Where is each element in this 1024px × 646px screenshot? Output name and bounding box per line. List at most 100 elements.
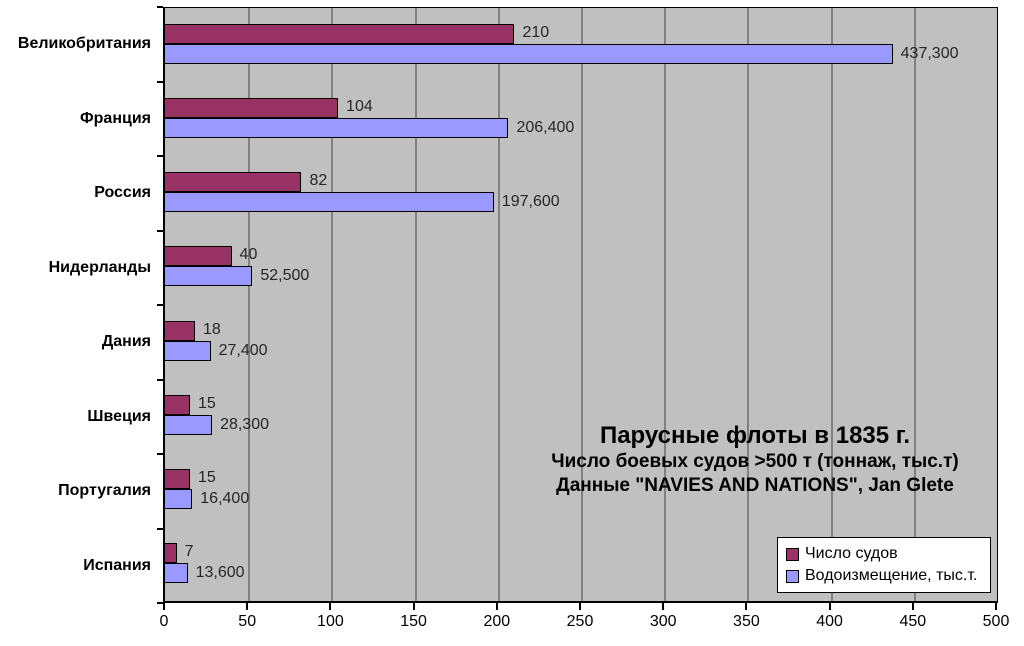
x-tick-label: 450 xyxy=(899,613,927,630)
category-label: Испания xyxy=(83,556,151,574)
data-label: 197,600 xyxy=(501,193,560,211)
x-tick-label: 0 xyxy=(159,613,169,630)
y-tick xyxy=(157,304,163,306)
x-axis-ticks xyxy=(163,603,997,610)
data-label: 82 xyxy=(309,172,328,190)
data-label: 16,400 xyxy=(200,489,250,507)
x-tick xyxy=(828,603,831,610)
y-tick xyxy=(157,229,163,232)
data-label: 27,400 xyxy=(218,341,268,359)
data-label: 52,500 xyxy=(260,267,310,285)
ships-bar xyxy=(165,320,195,341)
x-tick-label: 250 xyxy=(566,613,594,630)
displacement-bar xyxy=(165,488,193,509)
displacement-bar xyxy=(165,44,893,64)
data-label: 206,400 xyxy=(516,119,575,137)
ships-bar xyxy=(165,172,302,193)
x-tick xyxy=(579,603,581,610)
displacement-bar xyxy=(165,266,253,287)
x-tick xyxy=(911,603,914,610)
y-tick xyxy=(157,453,163,455)
gridline xyxy=(913,8,916,601)
x-tick xyxy=(329,603,332,610)
legend-label: Водоизмещение, тыс.т. xyxy=(805,567,978,584)
x-tick xyxy=(495,603,498,610)
x-axis-labels: 0 50 100 150 200 250 300 350 400 450 500 xyxy=(160,613,1010,635)
gridline xyxy=(248,8,251,601)
gridline xyxy=(830,8,833,601)
bar-group: 104 206,400 xyxy=(165,82,997,156)
gridline xyxy=(747,8,750,601)
x-tick-label: 200 xyxy=(483,613,511,630)
bar-group: 7 13,600 xyxy=(165,527,997,601)
chart-subtitle-1: Число боевых судов >500 т (тоннаж, тыс.т… xyxy=(551,451,959,472)
category-labels: Великобритания Франция Россия Нидерланды Дан… xyxy=(0,7,151,603)
bar-group: 40 52,500 xyxy=(165,230,997,304)
plot-area: 210 437,300 104 206,400 82 197,600 40 52,500 18 2… xyxy=(163,7,998,603)
y-tick xyxy=(157,602,163,604)
x-tick xyxy=(745,603,748,610)
displacement-bar xyxy=(165,562,188,583)
x-tick xyxy=(995,603,997,610)
displacement-bar xyxy=(165,118,509,139)
plot-rows: 210 437,300 104 206,400 82 197,600 40 52,500 18 2… xyxy=(165,8,997,601)
x-tick xyxy=(662,603,665,610)
chart-title: Парусные флоты в 1835 г. xyxy=(599,422,911,449)
y-axis-ticks xyxy=(157,6,163,604)
gridline xyxy=(664,8,667,601)
bar-group: 18 27,400 xyxy=(165,305,997,379)
legend-item: Число судов xyxy=(786,543,984,565)
y-tick xyxy=(157,527,163,530)
y-tick xyxy=(157,6,163,8)
data-label: 18 xyxy=(202,320,221,338)
data-label: 13,600 xyxy=(195,563,245,581)
x-tick xyxy=(163,603,165,610)
data-label: 104 xyxy=(346,98,373,116)
bar-group: 210 437,300 xyxy=(165,8,997,82)
data-label: 40 xyxy=(239,246,258,264)
ships-bar xyxy=(165,98,339,119)
x-tick xyxy=(412,603,415,610)
legend-item: Водоизмещение, тыс.т. xyxy=(786,565,984,587)
data-label: 28,300 xyxy=(220,415,270,433)
displacement-bar xyxy=(165,414,213,435)
gridline xyxy=(497,8,500,601)
ships-bar xyxy=(165,394,190,415)
category-label: Франция xyxy=(80,109,151,127)
gridline xyxy=(331,8,334,601)
legend-swatch xyxy=(786,569,799,583)
legend-swatch xyxy=(786,547,799,561)
gridline xyxy=(581,8,583,601)
gridline xyxy=(414,8,417,601)
category-label: Россия xyxy=(94,184,151,202)
y-tick xyxy=(157,378,163,381)
data-label: 15 xyxy=(197,394,216,412)
chart-title-block: Парусные флоты в 1835 г. Число боевых су… xyxy=(495,421,1015,498)
x-tick-label: 500 xyxy=(982,613,1010,630)
x-tick-label: 50 xyxy=(238,613,257,630)
data-label: 15 xyxy=(197,468,216,486)
ships-bar xyxy=(165,24,515,44)
y-tick xyxy=(157,155,163,157)
bar-group: 15 16,400 xyxy=(165,453,997,527)
legend-label: Число судов xyxy=(805,545,898,562)
x-tick-label: 100 xyxy=(317,613,344,630)
x-tick xyxy=(246,603,249,610)
x-tick-label: 350 xyxy=(733,613,760,630)
legend: Число судов Водоизмещение, тыс.т. xyxy=(777,537,991,593)
chart-subtitle-2: Данные "NAVIES AND NATIONS", Jan Glete xyxy=(556,475,954,496)
category-label: Нидерланды xyxy=(48,258,151,276)
data-label: 210 xyxy=(522,24,550,41)
category-label: Дания xyxy=(101,333,151,351)
x-tick-label: 300 xyxy=(649,613,677,630)
category-label: Великобритания xyxy=(17,35,151,53)
x-tick-label: 150 xyxy=(400,613,427,630)
data-label: 7 xyxy=(184,542,194,560)
ships-bar xyxy=(165,246,232,267)
bar-group: 15 28,300 xyxy=(165,379,997,453)
displacement-bar xyxy=(165,340,211,361)
y-tick xyxy=(157,80,163,83)
category-label: Швеция xyxy=(87,407,151,425)
category-label: Португалия xyxy=(58,482,151,500)
